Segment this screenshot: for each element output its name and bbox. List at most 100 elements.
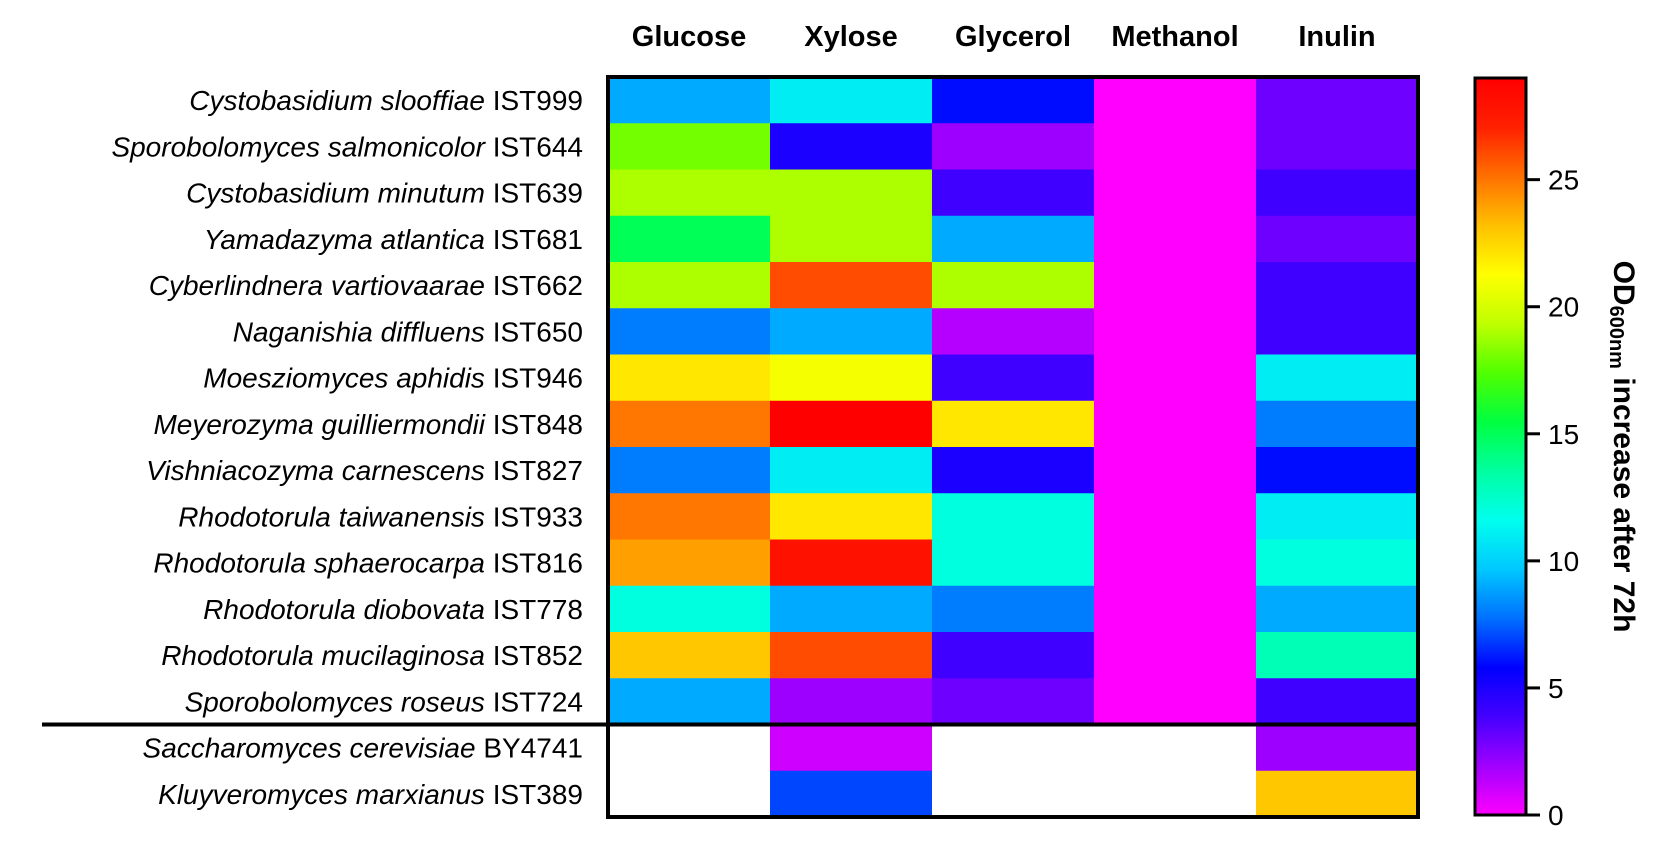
colorbar-title: OD600nm increase after 72h xyxy=(1605,261,1640,633)
row-label: Moesziomyces aphidis IST946 xyxy=(203,363,583,394)
strain-id: IST639 xyxy=(493,178,583,209)
strain-id: IST389 xyxy=(493,779,583,810)
heatmap-cell xyxy=(1256,123,1419,171)
heatmap-cell xyxy=(1094,354,1257,402)
heatmap-cell xyxy=(932,77,1095,124)
heatmap-cell xyxy=(1094,215,1257,263)
heatmap-cell xyxy=(770,724,933,772)
heatmap-cell xyxy=(770,585,933,633)
heatmap-cell xyxy=(1094,400,1257,448)
heatmap-cell xyxy=(1094,77,1257,124)
heatmap-cell xyxy=(608,493,771,541)
heatmap-cell xyxy=(1094,493,1257,541)
heatmap-cell xyxy=(770,77,933,124)
heatmap-cell xyxy=(932,215,1095,263)
heatmap-cell xyxy=(932,539,1095,587)
strain-id: IST852 xyxy=(493,640,583,671)
heatmap-cell xyxy=(1256,354,1419,402)
heatmap-cell xyxy=(608,539,771,587)
species-name: Rhodotorula diobovata xyxy=(203,594,493,625)
row-label: Sporobolomyces salmonicolor IST644 xyxy=(111,131,583,162)
colorbar-title-wavelength: 600nm xyxy=(1605,306,1627,369)
heatmap-cell xyxy=(932,770,1095,818)
heatmap-cell xyxy=(770,308,933,356)
heatmap-cell xyxy=(932,123,1095,171)
heatmap-cell xyxy=(770,678,933,726)
species-name: Meyerozyma guilliermondii xyxy=(153,409,492,440)
heatmap-cell xyxy=(1256,447,1419,494)
strain-id: IST662 xyxy=(493,270,583,301)
column-label: Glucose xyxy=(632,21,746,53)
species-name: Sporobolomyces salmonicolor xyxy=(111,131,492,162)
heatmap-cell xyxy=(1094,169,1257,217)
heatmap-cell xyxy=(1256,493,1419,541)
column-label: Xylose xyxy=(804,21,898,53)
heatmap-cell xyxy=(1094,585,1257,633)
heatmap-cell xyxy=(1094,308,1257,356)
heatmap-cell xyxy=(608,262,771,309)
column-label: Glycerol xyxy=(955,21,1071,53)
strain-id: IST827 xyxy=(493,455,583,486)
heatmap-cell xyxy=(932,447,1095,494)
heatmap-cell xyxy=(1256,215,1419,263)
row-label: Cystobasidium slooffiae IST999 xyxy=(189,85,583,116)
colorbar-tick-label: 10 xyxy=(1548,546,1579,577)
heatmap-cell xyxy=(608,678,771,726)
strain-id: BY4741 xyxy=(483,733,583,764)
heatmap-cell xyxy=(1256,77,1419,124)
species-name: Sporobolomyces roseus xyxy=(185,686,493,717)
row-label: Naganishia diffluens IST650 xyxy=(233,316,583,347)
heatmap-cell xyxy=(1256,169,1419,217)
heatmap-cell xyxy=(1094,262,1257,309)
species-name: Moesziomyces aphidis xyxy=(203,363,492,394)
row-label: Rhodotorula taiwanensis IST933 xyxy=(178,501,583,532)
strain-id: IST999 xyxy=(493,85,583,116)
colorbar-title-od: OD xyxy=(1607,261,1640,306)
heatmap-cell xyxy=(1094,123,1257,171)
row-label: Rhodotorula diobovata IST778 xyxy=(203,594,583,625)
heatmap-cell xyxy=(1094,539,1257,587)
species-name: Rhodotorula sphaerocarpa xyxy=(153,548,492,579)
heatmap-cell xyxy=(770,354,933,402)
heatmap-cell xyxy=(1094,678,1257,726)
colorbar-tick-label: 0 xyxy=(1548,800,1564,831)
heatmap-cell xyxy=(770,215,933,263)
heatmap-cell xyxy=(770,123,933,171)
colorbar xyxy=(1473,76,1528,817)
heatmap-cell xyxy=(608,724,771,772)
row-label: Rhodotorula mucilaginosa IST852 xyxy=(161,640,583,671)
heatmap-cell xyxy=(1256,632,1419,679)
heatmap-cell xyxy=(932,724,1095,772)
heatmap-cell xyxy=(932,169,1095,217)
species-name: Saccharomyces cerevisiae xyxy=(143,733,484,764)
row-label: Cyberlindnera vartiovaarae IST662 xyxy=(149,270,583,301)
colorbar-tick-label: 25 xyxy=(1548,165,1579,196)
strain-id: IST778 xyxy=(493,594,583,625)
heatmap-cell xyxy=(608,354,771,402)
strain-id: IST848 xyxy=(493,409,583,440)
species-name: Vishniacozyma carnescens xyxy=(146,455,493,486)
heatmap-cell xyxy=(608,77,771,124)
heatmap-cell xyxy=(1256,262,1419,309)
heatmap-cell xyxy=(1256,308,1419,356)
colorbar-tick-label: 20 xyxy=(1548,292,1579,323)
heatmap-cell xyxy=(608,447,771,494)
heatmap-cell xyxy=(1256,678,1419,726)
heatmap-cell xyxy=(608,632,771,679)
heatmap-cell xyxy=(932,632,1095,679)
heatmap-cell xyxy=(770,400,933,448)
strain-id: IST933 xyxy=(493,501,583,532)
species-name: Yamadazyma atlantica xyxy=(204,224,493,255)
heatmap-cell xyxy=(770,447,933,494)
heatmap-cell xyxy=(932,585,1095,633)
species-name: Naganishia diffluens xyxy=(233,316,493,347)
species-name: Rhodotorula taiwanensis xyxy=(178,501,492,532)
heatmap-cell xyxy=(608,123,771,171)
species-name: Cystobasidium minutum xyxy=(186,178,493,209)
heatmap-cell xyxy=(1256,585,1419,633)
grid-border-bottom xyxy=(606,722,1420,819)
row-label: Saccharomyces cerevisiae BY4741 xyxy=(143,733,583,764)
heatmap-cell xyxy=(770,262,933,309)
